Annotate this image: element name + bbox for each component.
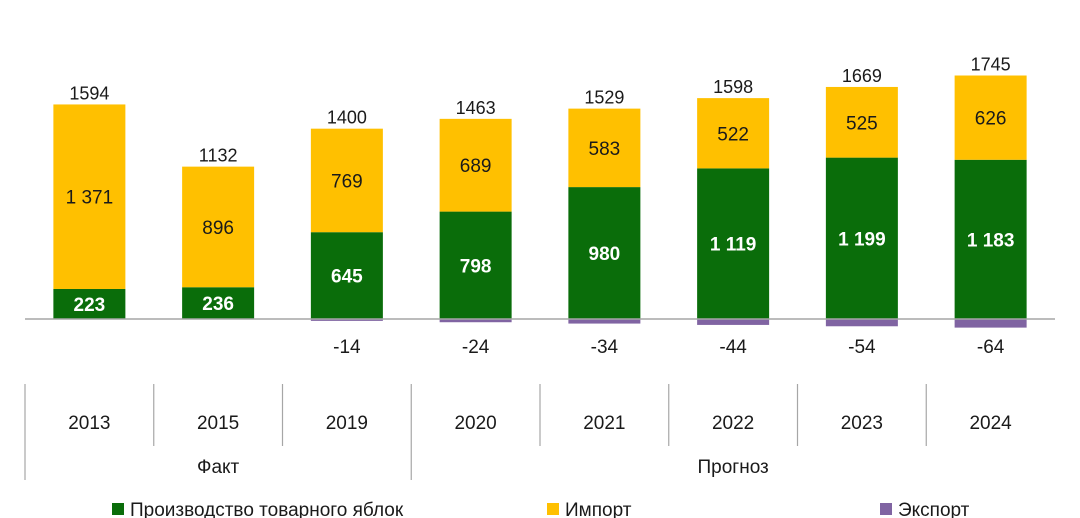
label-import-2019: 769: [331, 171, 363, 192]
label-total-2013: 1594: [69, 83, 109, 103]
label-export-2024: -64: [977, 337, 1005, 358]
group-label-2: Прогноз: [697, 457, 768, 478]
bar-import-2020: [439, 118, 512, 212]
label-import-2013: 1 371: [66, 188, 114, 209]
tick-label-2020: 2020: [454, 413, 496, 434]
bar-export-2022: [697, 319, 770, 325]
label-total-2024: 1745: [971, 55, 1011, 75]
label-import-2021: 583: [589, 139, 621, 160]
label-import-2015: 896: [202, 218, 234, 239]
group-label-1: Факт: [197, 457, 240, 478]
label-production-2015: 236: [202, 294, 234, 315]
legend-label-2: Импорт: [565, 500, 632, 518]
label-total-2021: 1529: [584, 88, 624, 108]
bar-production-2023: [825, 157, 898, 319]
bars-layer: [53, 75, 1027, 328]
label-production-2023: 1 199: [838, 229, 886, 250]
label-production-2021: 980: [589, 244, 621, 265]
label-production-2020: 798: [460, 256, 492, 277]
bar-import-2019: [310, 128, 383, 233]
tick-label-2024: 2024: [969, 413, 1012, 434]
label-export-2020: -24: [462, 337, 490, 358]
label-export-2022: -44: [719, 337, 747, 358]
label-export-2023: -54: [848, 337, 876, 358]
tick-label-2021: 2021: [583, 413, 625, 434]
bar-production-2013: [53, 288, 126, 319]
bar-export-2024: [954, 319, 1027, 328]
tick-label-2023: 2023: [841, 413, 883, 434]
tick-label-2015: 2015: [197, 413, 239, 434]
label-total-2015: 1132: [199, 146, 238, 166]
bar-import-2015: [182, 166, 255, 288]
label-total-2022: 1598: [713, 77, 753, 97]
legend-swatch-3: [880, 503, 892, 515]
label-import-2023: 525: [846, 113, 878, 134]
bar-import-2023: [825, 86, 898, 158]
label-export-2021: -34: [591, 337, 619, 358]
tick-label-2013: 2013: [68, 413, 110, 434]
bar-import-2021: [568, 108, 641, 188]
label-total-2019: 1400: [327, 108, 367, 128]
legend: Производство товарного яблок Импорт Экспор…: [112, 500, 970, 518]
bar-production-2019: [310, 232, 383, 319]
bar-export-2020: [439, 319, 512, 323]
label-import-2022: 522: [717, 124, 749, 145]
label-total-2020: 1463: [456, 98, 496, 118]
bar-export-2023: [825, 319, 898, 327]
label-production-2024: 1 183: [967, 230, 1015, 251]
bar-production-2022: [697, 168, 770, 319]
label-production-2013: 223: [74, 295, 106, 316]
tick-label-2022: 2022: [712, 413, 754, 434]
tick-label-2019: 2019: [326, 413, 368, 434]
label-export-2019: -14: [333, 337, 361, 358]
bar-import-2013: [53, 104, 126, 289]
legend-label-1: Производство товарного яблок: [130, 500, 404, 518]
bar-production-2015: [182, 287, 255, 319]
bar-export-2021: [568, 319, 641, 324]
label-total-2023: 1669: [842, 66, 882, 86]
bar-production-2020: [439, 211, 512, 319]
label-production-2019: 645: [331, 267, 363, 288]
bar-export-2019: [310, 319, 383, 321]
label-import-2024: 626: [975, 109, 1007, 130]
legend-swatch-2: [547, 503, 559, 515]
label-production-2022: 1 119: [710, 235, 757, 256]
legend-label-3: Экспорт: [898, 500, 970, 518]
bar-import-2024: [954, 75, 1027, 160]
category-axis: 2013 2015 2019 2020 2021 2022 2023 2024 Факт Прог…: [24, 384, 1012, 480]
bar-production-2021: [568, 187, 641, 319]
label-import-2020: 689: [460, 156, 492, 177]
legend-swatch-1: [112, 503, 124, 515]
bar-production-2024: [954, 159, 1027, 319]
data-labels-layer: 223 1 371 1594 236 896 1132 645 769 1400 -14 798 68…: [66, 55, 1015, 358]
bar-import-2022: [697, 98, 770, 169]
